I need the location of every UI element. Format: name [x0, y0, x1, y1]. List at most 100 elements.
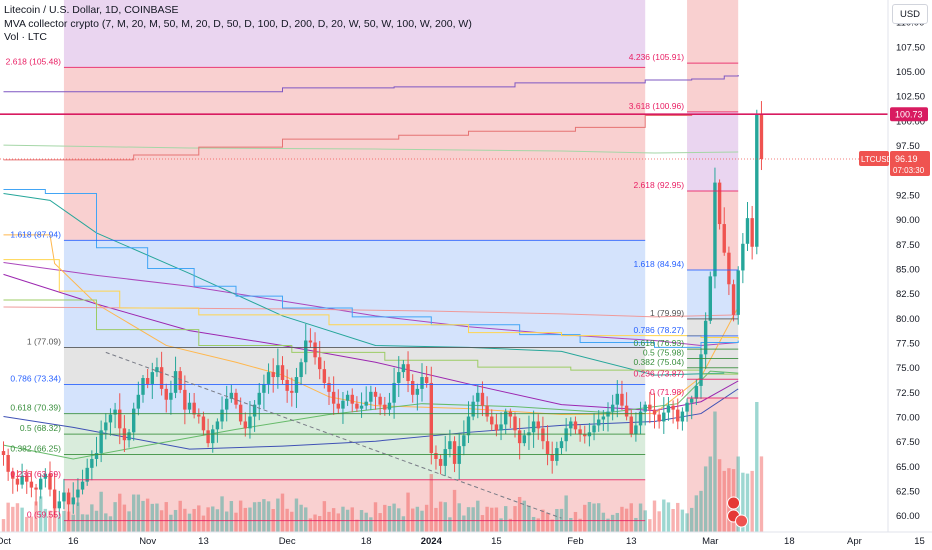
chart-title: Litecoin / U.S. Dollar, 1D, COINBASE — [4, 4, 179, 16]
fib-left-label-2: 1 (77.09) — [27, 337, 61, 347]
candle-body-14 — [66, 492, 71, 505]
volume-bar-144 — [671, 508, 675, 532]
volume-bar-100 — [466, 507, 471, 532]
candle-body-115 — [536, 421, 540, 429]
volume-bar-148 — [690, 507, 694, 532]
y-tick-16: 100.00 — [896, 116, 925, 127]
candle-body-100 — [466, 416, 471, 436]
volume-bar-16 — [76, 502, 80, 532]
volume-bar-117 — [545, 513, 550, 532]
candle-body-73 — [341, 400, 345, 409]
flag-icon-2[interactable] — [735, 514, 749, 528]
candle-body-129 — [601, 416, 606, 420]
lightning-icon[interactable] — [727, 496, 741, 510]
volume-bar-99 — [462, 515, 466, 532]
candle-body-46 — [215, 421, 220, 430]
y-tick-1: 62.50 — [896, 487, 920, 498]
candle-body-87 — [406, 364, 410, 381]
volume-bar-36 — [169, 514, 173, 532]
volume-bar-51 — [238, 500, 243, 532]
volume-legend[interactable]: Vol · LTC — [4, 31, 47, 43]
volume-bar-70 — [327, 511, 331, 532]
volume-bar-2 — [11, 506, 15, 532]
candle-body-93 — [434, 453, 438, 459]
volume-bar-81 — [378, 513, 382, 532]
fib-left-zone-2618 — [63, 67, 646, 241]
volume-bar-75 — [350, 507, 354, 532]
volume-bar-112 — [522, 500, 526, 532]
volume-bar-64 — [299, 504, 303, 532]
volume-bar-76 — [355, 519, 359, 532]
volume-bar-122 — [569, 518, 573, 532]
candle-body-155 — [722, 224, 726, 253]
volume-bar-147 — [685, 513, 689, 532]
volume-bar-139 — [648, 519, 652, 532]
candle-body-50 — [234, 392, 238, 405]
volume-bar-67 — [313, 514, 317, 532]
volume-bar-130 — [606, 518, 610, 532]
volume-bar-44 — [206, 507, 210, 532]
volume-bar-107 — [499, 518, 503, 532]
currency-button[interactable]: USD — [892, 4, 928, 24]
candle-body-13 — [62, 492, 66, 502]
candle-body-123 — [573, 421, 578, 430]
candle-body-59 — [276, 365, 280, 378]
candle-body-70 — [327, 382, 331, 392]
volume-bar-0 — [1, 519, 6, 532]
candle-body-114 — [531, 421, 536, 433]
volume-bar-159 — [741, 472, 745, 532]
candle-body-150 — [699, 354, 703, 386]
volume-bar-71 — [331, 508, 336, 532]
candle-body-1 — [6, 455, 10, 472]
volume-bar-11 — [52, 507, 57, 532]
volume-bar-90 — [420, 510, 424, 532]
candle-body-157 — [731, 284, 736, 315]
volume-bar-143 — [666, 502, 671, 532]
y-tick-6: 75.00 — [896, 363, 920, 374]
volume-bar-5 — [25, 516, 29, 532]
x-tick-4: Dec — [279, 536, 296, 547]
fib-right-zone-3618 — [687, 111, 739, 191]
candle-body-137 — [638, 411, 643, 426]
volume-bar-146 — [680, 509, 685, 532]
candle-body-160 — [745, 218, 750, 244]
stepped-ma-0 — [3, 113, 739, 161]
candle-body-43 — [201, 416, 206, 431]
line-price-badge — [890, 107, 928, 122]
volume-bar-142 — [662, 499, 666, 532]
volume-bar-22 — [104, 513, 108, 532]
price-axis-bg — [888, 0, 932, 550]
candle-body-138 — [643, 404, 647, 412]
volume-bar-93 — [434, 507, 438, 532]
volume-bar-162 — [755, 402, 759, 532]
candle-body-79 — [369, 391, 373, 402]
candle-body-17 — [80, 481, 85, 490]
candle-body-69 — [322, 369, 327, 383]
volume-bar-10 — [48, 510, 52, 532]
candle-body-163 — [759, 114, 764, 160]
candle-body-117 — [545, 441, 550, 455]
fib-right-label-1: 3.618 (100.96) — [629, 101, 684, 111]
volume-bar-78 — [364, 512, 368, 532]
x-tick-13: 15 — [914, 536, 925, 547]
volume-bar-59 — [276, 498, 280, 532]
volume-bar-6 — [29, 516, 34, 532]
volume-bar-12 — [57, 516, 61, 532]
volume-bar-149 — [694, 495, 699, 532]
candle-body-4 — [20, 475, 24, 485]
candle-body-25 — [118, 409, 122, 429]
volume-bar-55 — [257, 501, 261, 532]
y-tick-19: 107.50 — [896, 42, 925, 53]
volume-bar-52 — [243, 507, 247, 532]
x-tick-9: 13 — [626, 536, 637, 547]
candle-body-121 — [564, 428, 568, 442]
volume-bar-125 — [583, 504, 587, 532]
y-tick-0: 60.00 — [896, 511, 920, 522]
indicator-legend[interactable]: MVA collector crypto (7, M, 20, M, 50, M… — [4, 18, 472, 30]
volume-bar-102 — [476, 500, 480, 532]
last-price-badge-text: 96.19 — [895, 154, 918, 164]
candle-body-64 — [299, 362, 303, 378]
fib-left-zone-bottom — [63, 479, 646, 532]
